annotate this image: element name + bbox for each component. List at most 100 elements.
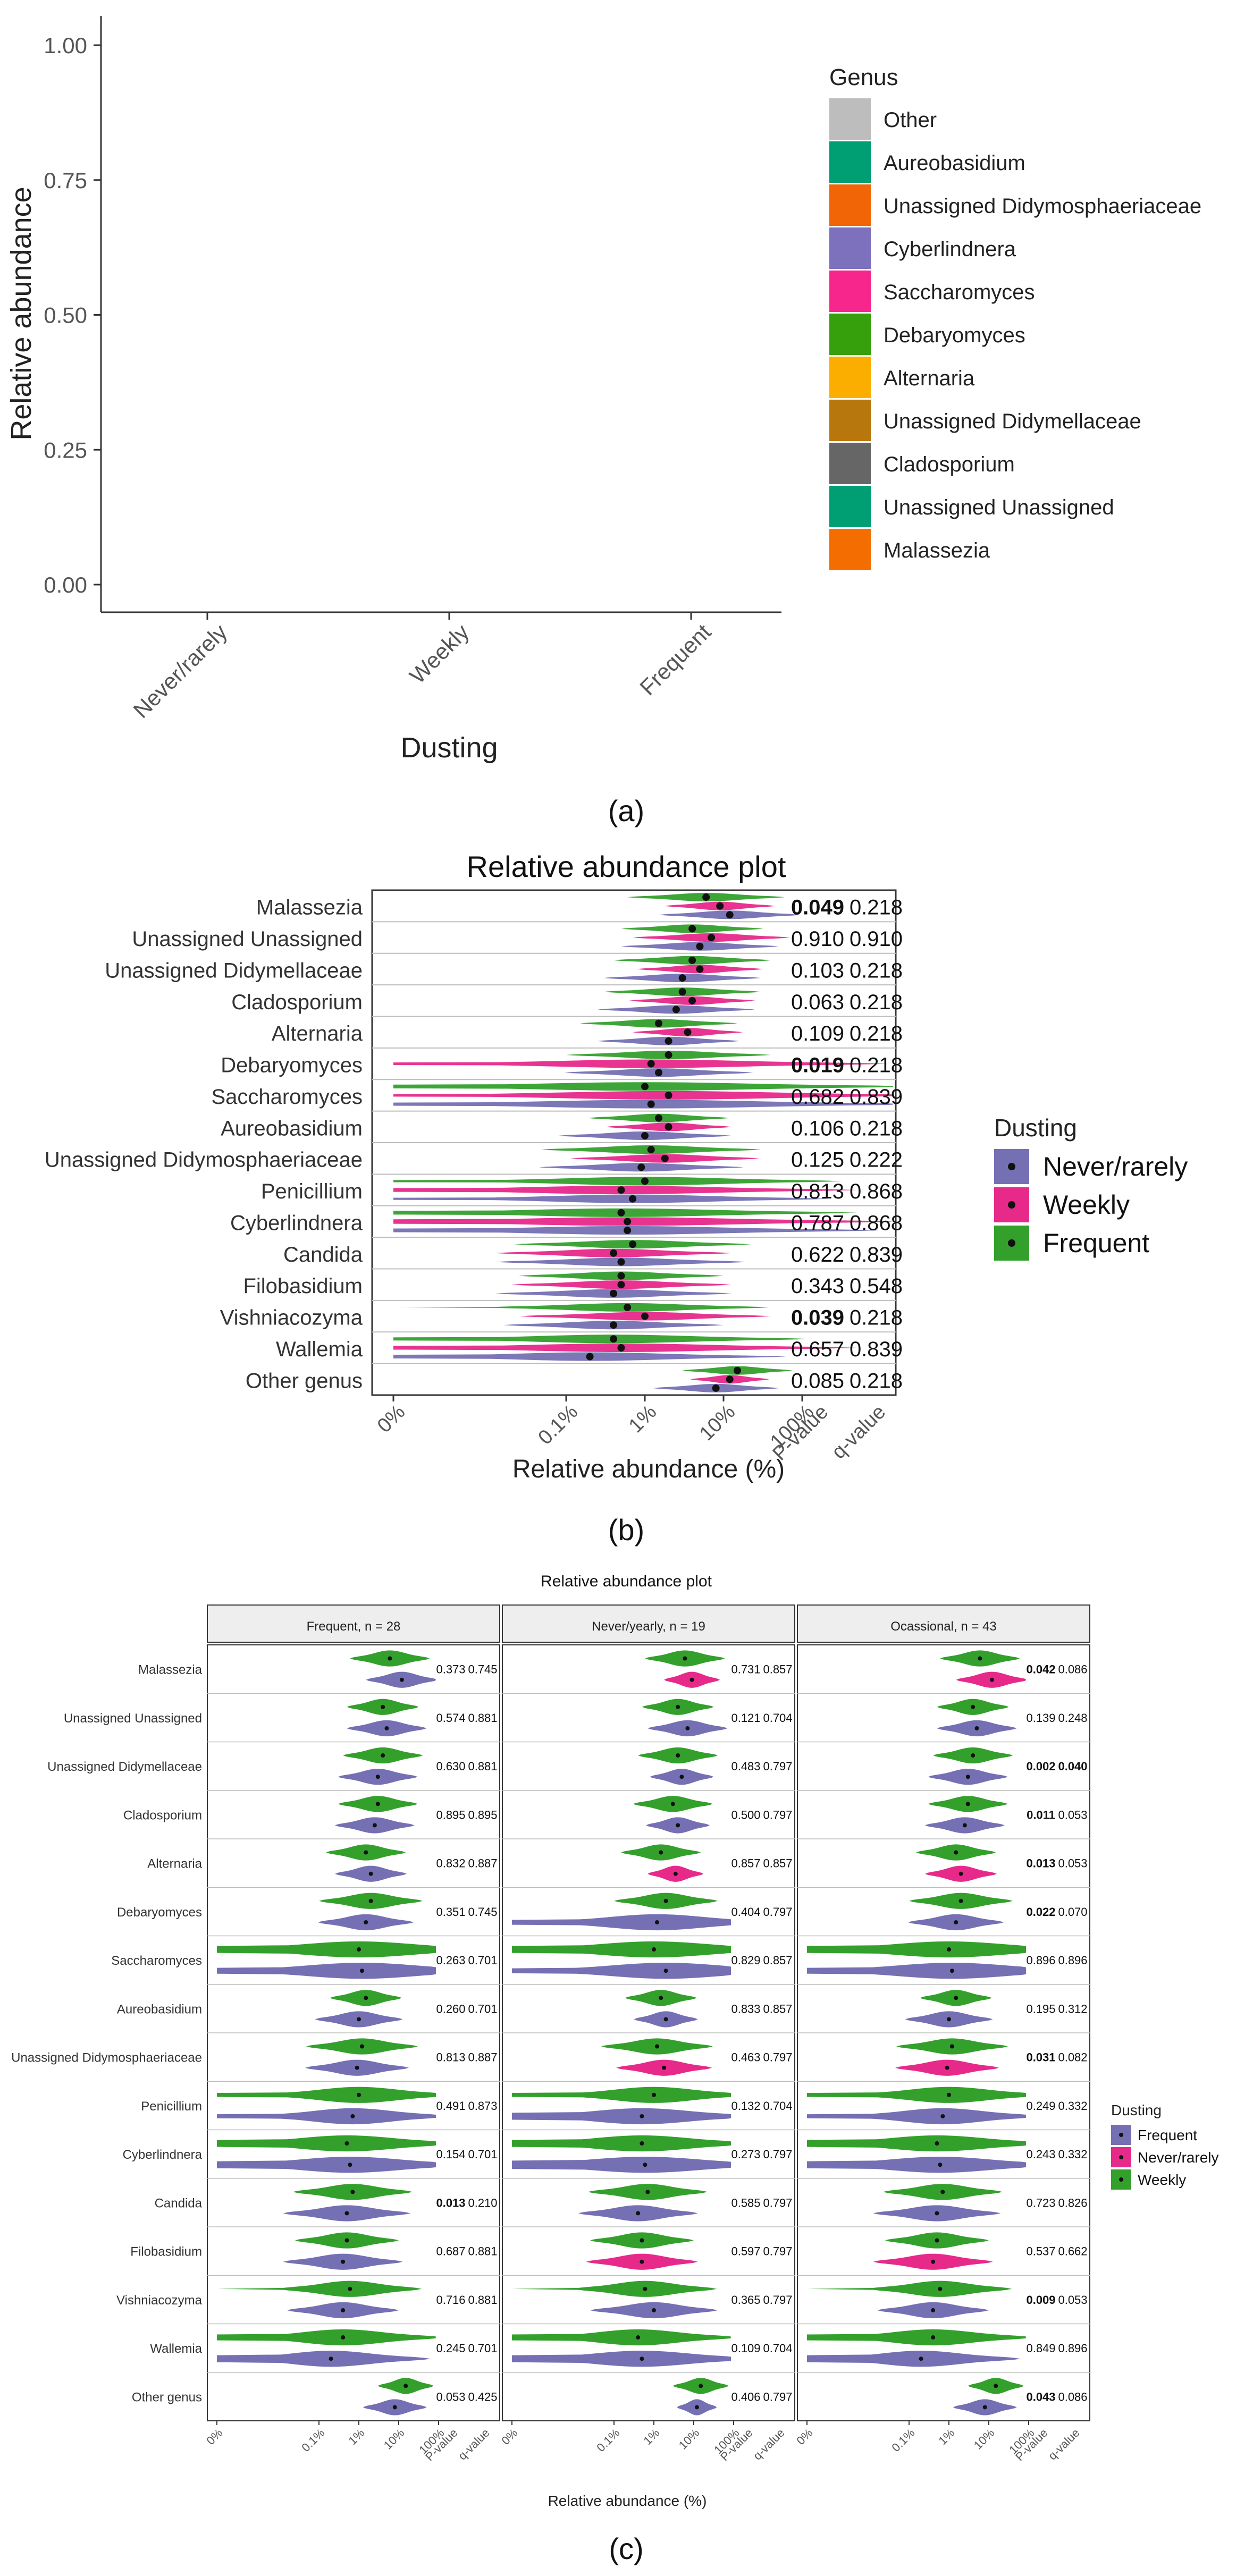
c-legend-point-frequent — [1119, 2133, 1123, 2137]
row-label-other-genus: Other genus — [246, 1369, 363, 1392]
c-q-value-penicillium: 0.332 — [1058, 2099, 1087, 2113]
c-row-label-penicillium: Penicillium — [141, 2099, 202, 2114]
c-violin-bottom-cyberlindnera — [512, 2157, 731, 2173]
c-violin-top-wallemia — [217, 2329, 436, 2346]
p-value-other-genus: 0.085 — [791, 1369, 844, 1392]
c-median-top-debaryomyces — [368, 1898, 373, 1903]
c-x-tick-label: 1% — [641, 2426, 662, 2447]
c-p-value-cyberlindnera: 0.243 — [1026, 2148, 1055, 2161]
facet-strip — [502, 1604, 795, 1643]
median-point-unassigned-unassigned-frequent — [688, 925, 696, 933]
c-median-top-unassigned-didymosphaeriaceae — [359, 2044, 364, 2049]
q-value-malassezia: 0.218 — [850, 896, 903, 919]
median-point-alternaria-frequent — [655, 1019, 663, 1027]
c-violin-top-penicillium — [217, 2087, 436, 2103]
q-value-filobasidium: 0.548 — [850, 1274, 903, 1298]
legend-label-unassigned-didymosphaeriaceae: Unassigned Didymosphaeriaceae — [884, 195, 1201, 218]
row-label-unassigned-didymellaceae: Unassigned Didymellaceae — [105, 959, 363, 982]
c-p-value-candida: 0.013 — [436, 2196, 465, 2209]
q-value-penicillium: 0.868 — [850, 1180, 903, 1203]
c-median-bottom-unassigned-didymosphaeriaceae — [355, 2065, 359, 2070]
c-p-value-candida: 0.585 — [731, 2196, 760, 2209]
c-p-value-vishniacozyma: 0.365 — [731, 2293, 760, 2307]
c-violin-bottom-cyberlindnera — [807, 2157, 1026, 2173]
median-point-filobasidium-frequent — [617, 1272, 625, 1280]
q-value-other-genus: 0.218 — [850, 1369, 903, 1392]
c-row-label-debaryomyces: Debaryomyces — [117, 1905, 202, 1920]
facet-title: Never/yearly, n = 19 — [592, 1619, 705, 1634]
c-median-bottom-unassigned-didymellaceae — [375, 1775, 380, 1779]
panel-a-stacked-bar-chart: 0.00 0.25 0.50 0.75 1.00 Never/rarely Weekly Fr… — [5, 16, 1201, 827]
c-violin-top-saccharomyces — [807, 1941, 1026, 1958]
c-median-top-vishniacozyma — [348, 2286, 352, 2291]
c-q-value-cladosporium: 0.053 — [1058, 1808, 1087, 1821]
c-p-value-debaryomyces: 0.351 — [436, 1905, 465, 1919]
c-legend-label-frequent: Frequent — [1138, 2127, 1197, 2143]
median-point-saccharomyces-never-rarely — [647, 1100, 655, 1108]
c-median-bottom-other-genus — [392, 2405, 397, 2410]
legend-point-weekly — [1008, 1201, 1015, 1209]
c-p-value-cyberlindnera: 0.154 — [436, 2148, 465, 2161]
c-q-value-unassigned-unassigned: 0.248 — [1058, 1711, 1087, 1725]
c-legend-label-weekly: Weekly — [1138, 2172, 1186, 2188]
panel-c-legend-title: Dusting — [1111, 2102, 1162, 2118]
c-q-value-other-genus: 0.425 — [468, 2390, 497, 2403]
legend-label-other: Other — [884, 108, 937, 132]
p-value-unassigned-unassigned: 0.910 — [791, 927, 844, 951]
c-median-top-unassigned-unassigned — [381, 1704, 385, 1709]
c-median-bottom-unassigned-didymosphaeriaceae — [945, 2065, 949, 2070]
c-q-value-aureobasidium: 0.701 — [468, 2002, 497, 2015]
c-p-value-unassigned-didymosphaeriaceae: 0.813 — [436, 2051, 465, 2064]
c-median-top-alternaria — [659, 1850, 663, 1855]
q-value-vishniacozyma: 0.218 — [850, 1306, 903, 1330]
c-violin-bottom-penicillium — [807, 2108, 1026, 2125]
c-p-value-debaryomyces: 0.022 — [1026, 1905, 1055, 1919]
c-median-bottom-wallemia — [919, 2357, 923, 2361]
panel-b-x-tick-label: 0.1% — [534, 1401, 582, 1449]
c-legend-point-weekly — [1119, 2177, 1123, 2182]
c-x-tick-label: 0% — [499, 2426, 520, 2447]
c-q-value-aureobasidium: 0.312 — [1058, 2002, 1087, 2015]
c-q-value-filobasidium: 0.881 — [468, 2245, 497, 2258]
c-median-bottom-other-genus — [694, 2405, 699, 2410]
c-median-bottom-unassigned-didymellaceae — [965, 1775, 970, 1779]
c-median-bottom-unassigned-didymosphaeriaceae — [662, 2065, 667, 2070]
panel-b-x-tick-label: 10% — [695, 1401, 739, 1445]
c-median-top-unassigned-didymellaceae — [381, 1753, 385, 1758]
c-median-top-other-genus — [403, 2384, 408, 2388]
c-p-value-other-genus: 0.406 — [731, 2390, 760, 2403]
q-value-candida: 0.839 — [850, 1243, 903, 1266]
c-q-value-unassigned-didymosphaeriaceae: 0.082 — [1058, 2051, 1087, 2064]
c-q-value-wallemia: 0.704 — [763, 2342, 792, 2355]
c-p-value-other-genus: 0.053 — [436, 2390, 465, 2403]
legend-swatch-debaryomyces — [829, 314, 871, 355]
panel-b-x-tick-label: 1% — [625, 1401, 661, 1438]
c-violin-top-cyberlindnera — [807, 2135, 1026, 2152]
c-median-bottom-filobasidium — [341, 2259, 346, 2264]
c-median-top-cladosporium — [965, 1802, 970, 1806]
c-p-value-penicillium: 0.132 — [731, 2099, 760, 2113]
c-median-bottom-cyberlindnera — [938, 2163, 943, 2167]
p-value-penicillium: 0.813 — [791, 1180, 844, 1203]
c-q-value-cyberlindnera: 0.332 — [1058, 2148, 1087, 2161]
c-median-top-unassigned-didymosphaeriaceae — [654, 2044, 659, 2049]
c-p-value-wallemia: 0.245 — [436, 2342, 465, 2355]
c-p-value-unassigned-didymosphaeriaceae: 0.463 — [731, 2051, 760, 2064]
c-median-top-penicillium — [652, 2092, 656, 2097]
legend-point-frequent — [1008, 1239, 1015, 1247]
median-point-other-genus-never-rarely — [712, 1384, 720, 1392]
c-median-bottom-alternaria — [368, 1871, 373, 1876]
violin-cyberlindnera-never-rarely — [393, 1226, 879, 1235]
legend-label-malassezia: Malassezia — [884, 539, 990, 562]
c-median-bottom-candida — [344, 2211, 349, 2216]
p-value-alternaria: 0.109 — [791, 1022, 844, 1045]
row-label-candida: Candida — [283, 1243, 363, 1266]
c-median-bottom-alternaria — [673, 1871, 678, 1876]
c-median-top-wallemia — [931, 2335, 936, 2340]
c-row-label-unassigned-didymellaceae: Unassigned Didymellaceae — [47, 1760, 202, 1774]
median-point-alternaria-weekly — [684, 1028, 692, 1036]
c-header-q-value: q-value — [751, 2426, 787, 2463]
violin-penicillium-never-rarely — [393, 1194, 830, 1203]
c-violin-top-saccharomyces — [512, 1941, 731, 1958]
c-median-bottom-candida — [935, 2211, 939, 2216]
